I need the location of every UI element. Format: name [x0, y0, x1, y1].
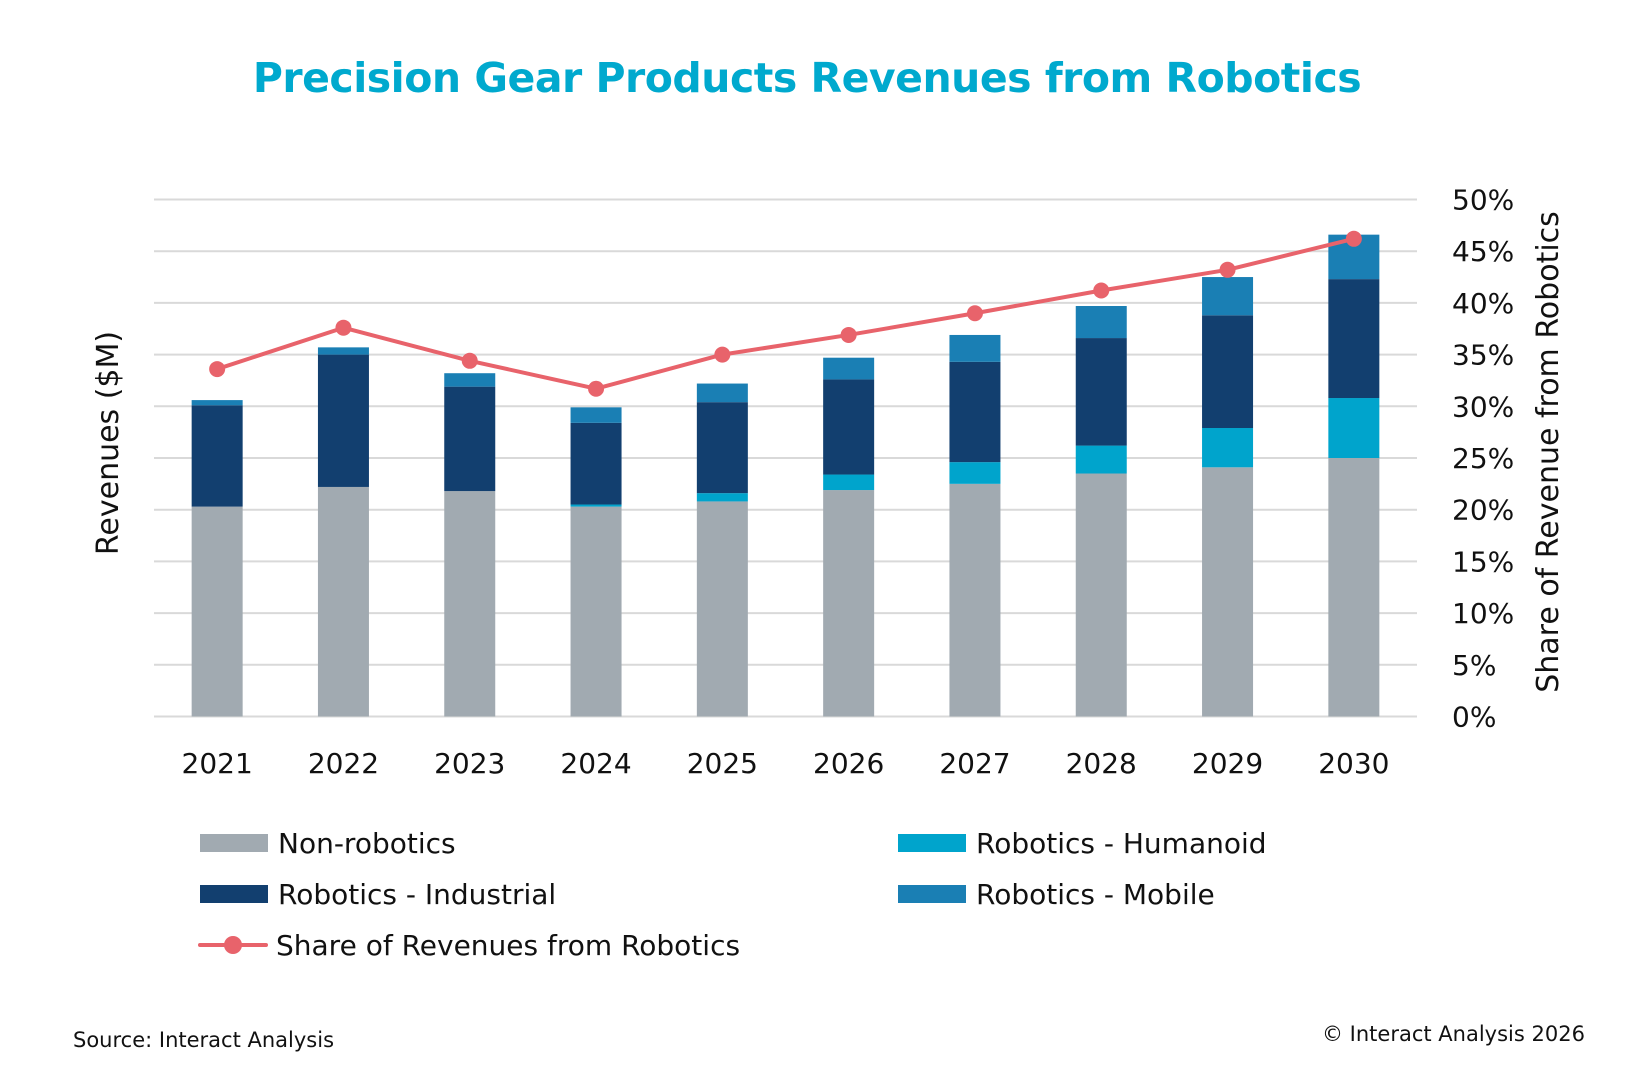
bar-segment-robotics-industrial — [1202, 315, 1254, 429]
bar-segment-robotics-humanoid — [1328, 398, 1380, 458]
x-tick-labels: 2021 2022 2023 2024 2025 2026 2027 2028 2029 2030 — [182, 747, 1390, 780]
legend-item-share: Share of Revenues from Robotics — [198, 925, 740, 965]
y-right-tick-label: 5% — [1452, 649, 1496, 682]
legend-swatch-humanoid — [898, 834, 966, 852]
bar-segment-robotics-mobile — [823, 357, 875, 380]
bar-segment-non-robotics — [317, 486, 369, 717]
bar-segment-robotics-humanoid — [1075, 445, 1127, 474]
share-line-point — [461, 352, 478, 369]
chart-title: Precision Gear Products Revenues from Ro… — [252, 54, 1362, 102]
share-line-point — [1093, 282, 1110, 299]
x-tick-label: 2028 — [1066, 747, 1137, 780]
legend-label: Robotics - Humanoid — [976, 826, 1267, 860]
bar-segment-robotics-humanoid — [570, 504, 622, 507]
bar-segment-robotics-mobile — [1202, 277, 1254, 316]
y-right-tick-label: 35% — [1452, 339, 1514, 372]
y-right-tick-label: 20% — [1452, 494, 1514, 527]
y-right-tick-label: 25% — [1452, 442, 1514, 475]
x-tick-label: 2024 — [560, 747, 631, 780]
share-line — [209, 230, 1362, 397]
bar-segment-non-robotics — [1202, 467, 1254, 717]
legend-swatch-industrial — [200, 885, 268, 903]
bar-segment-robotics-mobile — [1075, 306, 1127, 339]
bar-segment-robotics-industrial — [191, 405, 243, 507]
x-tick-label: 2030 — [1318, 747, 1389, 780]
legend-item-mobile: Robotics - Mobile — [898, 874, 1215, 914]
chart-svg: 2021 2022 2023 2024 2025 2026 2027 2028 2029 2030… — [91, 184, 1566, 781]
bar-segment-robotics-mobile — [949, 334, 1001, 362]
y-right-tick-label: 45% — [1452, 235, 1514, 268]
bar-segment-robotics-industrial — [949, 361, 1001, 463]
legend-label: Non-robotics — [278, 826, 456, 860]
y-right-axis-title: Share of Revenue from Robotics — [1531, 211, 1566, 693]
bar-segment-non-robotics — [570, 506, 622, 717]
bar-segment-robotics-industrial — [823, 379, 875, 475]
share-line-point — [714, 346, 731, 363]
share-line-point — [335, 319, 352, 336]
legend-item-humanoid: Robotics - Humanoid — [898, 823, 1267, 863]
y-right-tick-label: 10% — [1452, 597, 1514, 630]
bar-segment-robotics-humanoid — [823, 474, 875, 491]
share-line-point — [840, 326, 857, 343]
share-line-point — [1345, 230, 1362, 247]
y-right-tick-label: 0% — [1452, 701, 1496, 734]
bar-segment-robotics-humanoid — [949, 462, 1001, 484]
bar-segment-robotics-industrial — [444, 386, 496, 492]
bar-segment-robotics-industrial — [1075, 338, 1127, 446]
y-right-tick-label: 50% — [1452, 184, 1514, 217]
x-tick-label: 2027 — [939, 747, 1010, 780]
share-line-point — [588, 380, 605, 397]
x-tick-label: 2025 — [687, 747, 758, 780]
y-right-tick-label: 15% — [1452, 545, 1514, 578]
share-line-point — [966, 305, 983, 322]
bar-segment-robotics-mobile — [191, 400, 243, 406]
x-tick-label: 2026 — [813, 747, 884, 780]
bar-segment-robotics-industrial — [570, 422, 622, 505]
bar-segment-non-robotics — [1075, 473, 1127, 717]
bar-segment-robotics-industrial — [696, 402, 748, 494]
bar-segment-robotics-industrial — [317, 354, 369, 487]
legend-item-industrial: Robotics - Industrial — [200, 874, 556, 914]
share-line-point — [209, 361, 226, 378]
bars — [191, 234, 1380, 717]
legend-label: Robotics - Mobile — [976, 877, 1215, 911]
bar-segment-robotics-industrial — [1328, 279, 1380, 399]
bar-segment-robotics-mobile — [570, 407, 622, 423]
bar-segment-non-robotics — [823, 490, 875, 717]
legend-swatch-non-robotics — [200, 834, 268, 852]
share-line-point — [1219, 261, 1236, 278]
legend-label: Share of Revenues from Robotics — [276, 928, 741, 962]
y-right-tick-label: 40% — [1452, 287, 1514, 320]
bar-segment-robotics-humanoid — [1202, 428, 1254, 468]
source-note: Source: Interact Analysis — [73, 1028, 335, 1052]
legend-item-non-robotics: Non-robotics — [200, 823, 456, 863]
x-tick-label: 2021 — [182, 747, 253, 780]
bar-segment-non-robotics — [444, 491, 496, 717]
x-tick-label: 2029 — [1192, 747, 1263, 780]
bar-segment-non-robotics — [1328, 458, 1380, 717]
y-right-tick-label: 30% — [1452, 390, 1514, 423]
copyright-note: © Interact Analysis 2026 — [1322, 1022, 1585, 1046]
y-axis-title: Revenues ($M) — [91, 331, 126, 555]
bar-segment-robotics-mobile — [317, 347, 369, 355]
bar-segment-non-robotics — [949, 483, 1001, 717]
legend-label: Robotics - Industrial — [278, 877, 557, 911]
legend-line-marker-icon — [198, 933, 268, 957]
x-tick-label: 2022 — [308, 747, 379, 780]
legend-swatch-mobile — [898, 885, 966, 903]
bar-segment-non-robotics — [191, 506, 243, 717]
bar-segment-robotics-mobile — [696, 383, 748, 403]
bar-segment-non-robotics — [696, 501, 748, 717]
share-line-path — [216, 236, 1355, 391]
bar-segment-robotics-humanoid — [696, 493, 748, 502]
x-tick-label: 2023 — [434, 747, 505, 780]
bar-segment-robotics-mobile — [444, 373, 496, 387]
y-right-tick-labels: 0% 5% 10% 15% 20% 25% 30% 35% 40% 45% 50% — [1452, 184, 1514, 734]
